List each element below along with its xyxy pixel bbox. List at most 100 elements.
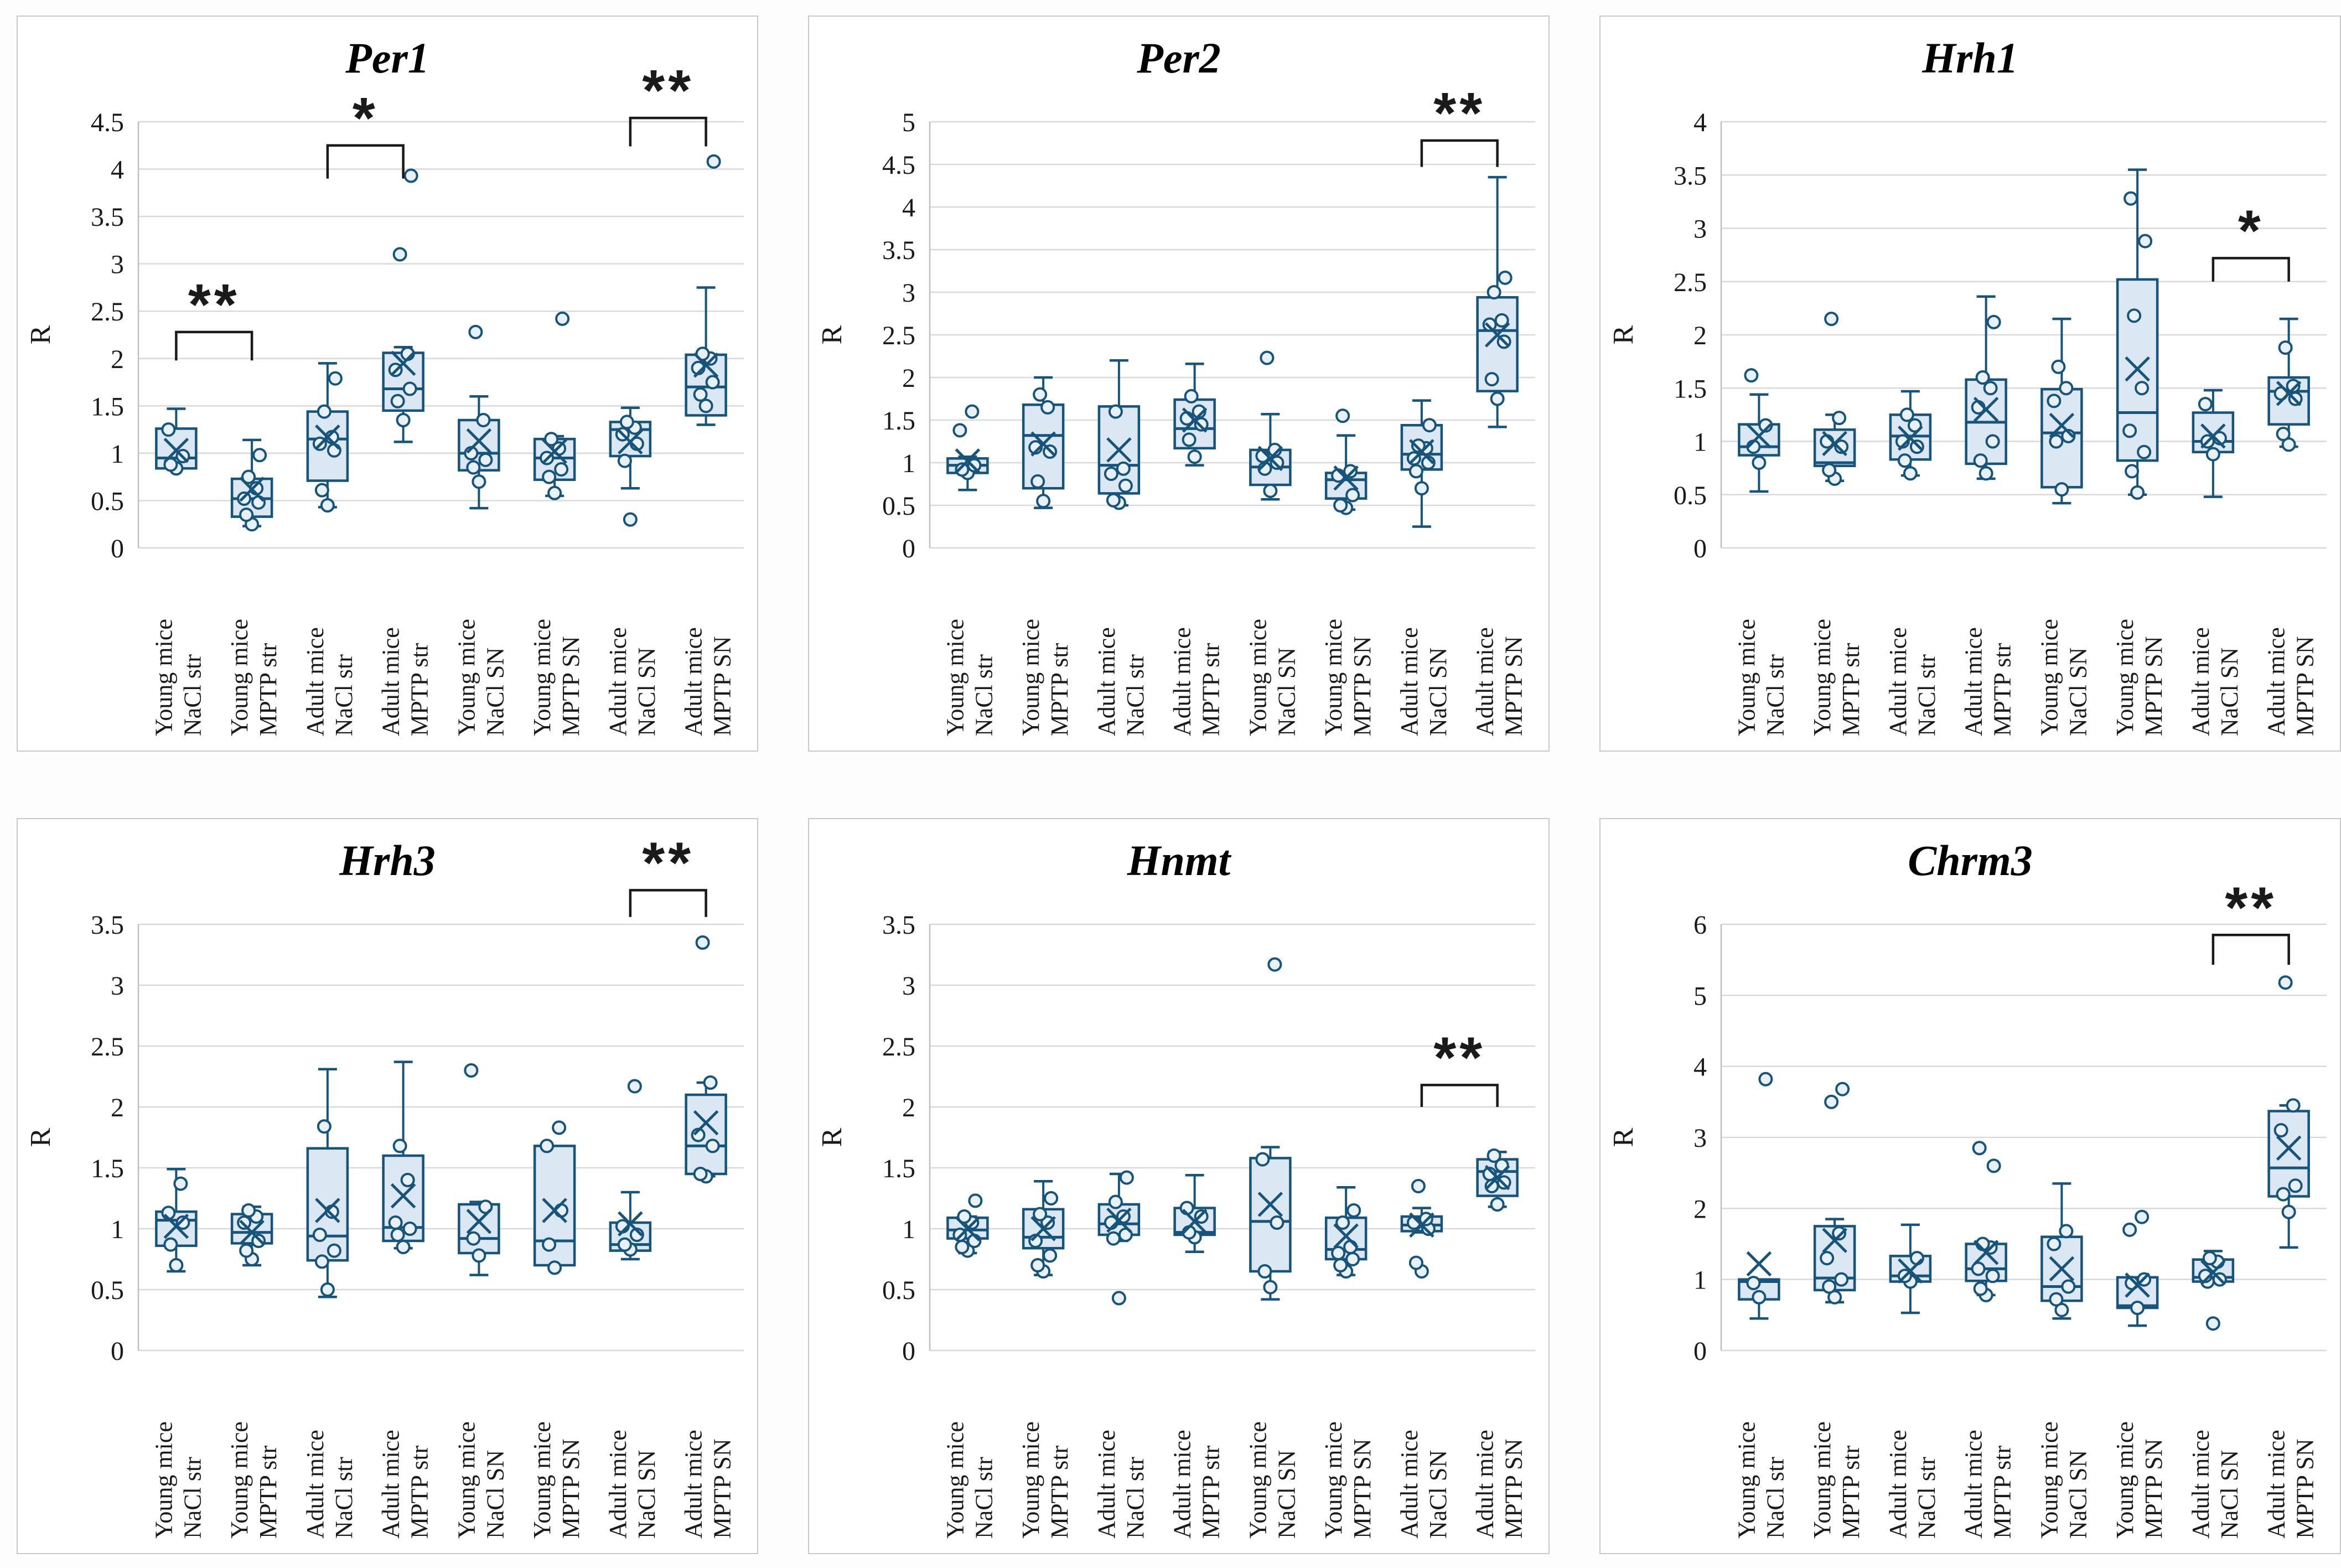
chart-title-per1: Per1 [345,34,429,82]
data-point [403,168,418,183]
category-label: Adult miceNaCl SN [604,627,660,736]
boxplot-group [1813,312,1856,486]
data-point [2122,423,2137,438]
data-point [1182,432,1197,447]
chart-panel-hnmt: Hnmt 0 0.5 1 1.5 2 2.5 3 3.5 R Young miceNaCl str… [808,818,1550,1554]
mean-marker [1030,1216,1056,1241]
data-point [2202,1251,2217,1266]
mean-marker [1898,425,1923,451]
category-label: Adult miceMPTP SN [680,627,736,736]
data-point [388,1215,403,1230]
category-label: Young miceMPTP SN [1320,1421,1376,1539]
mean-marker [1333,1223,1359,1249]
mean-marker [1182,1209,1208,1234]
y-tick-label: 3 [902,971,915,1001]
boxplot-group [1022,376,1065,509]
significance-bracket [1420,1084,1499,1107]
y-tick-label: 2 [1693,1194,1707,1224]
category-label: Young miceNaCl str [150,1421,206,1539]
chart-panel-hrh1: Hrh1 0 0.5 1 1.5 2 2.5 3 3.5 4 R Young miceNaCl st… [1599,15,2341,752]
mean-marker [315,425,340,450]
boxplot-group [306,1068,349,1298]
mean-marker [1746,1251,1772,1277]
mean-marker [1409,1212,1434,1238]
significance-bracket [629,116,707,147]
mean-marker [542,1198,567,1223]
data-point [2130,485,2145,500]
data-point [1104,467,1118,482]
boxplot-group [1173,1173,1216,1254]
data-point [390,1228,405,1242]
boxplot-group [1097,1170,1141,1306]
mean-marker [239,1219,265,1245]
y-axis-label: R [816,325,848,344]
y-tick-label: 1 [1693,428,1707,457]
chart-panel-per2: Per2 0 0.5 1 1.5 2 2.5 3 3.5 4 4.5 5 R Young miceNaC… [808,15,1550,752]
data-point [1040,400,1055,415]
y-tick-label: 2.5 [1674,268,1707,297]
data-point [1270,1215,1285,1230]
data-point [2047,1236,2062,1251]
data-point [540,1139,555,1153]
data-point [1746,1276,1761,1291]
data-point [547,485,562,500]
category-label: Adult miceNaCl str [1093,627,1149,736]
data-point [1255,1152,1270,1167]
category-label: Young miceNaCl str [941,1421,997,1539]
data-point [2286,1098,2301,1113]
boxplot-group [533,1120,576,1275]
boxplot-group [1173,363,1216,467]
boxplot-group [946,404,989,491]
y-tick-label: 3.5 [1674,161,1707,190]
data-point [314,1254,329,1269]
category-label: Adult miceMPTP str [1169,1430,1225,1539]
data-point [239,508,254,522]
category-label: Adult miceMPTP SN [1472,1430,1527,1539]
mean-marker [618,1211,643,1236]
boxplot-group [2192,1250,2235,1331]
data-point [472,1248,486,1263]
category-label: Young miceNaCl SN [1244,1421,1300,1539]
data-point [1033,387,1048,402]
y-tick-label: 2.5 [882,321,915,350]
y-tick-label: 0 [111,534,124,563]
category-label: Adult miceNaCl str [1884,627,1940,736]
category-label: Adult miceMPTP str [1960,1430,2016,1539]
y-tick-labels: 0 0.5 1 1.5 2 2.5 3 3.5 [91,910,124,1366]
category-label: Adult miceMPTP str [377,1430,433,1539]
data-point [1343,464,1358,479]
data-point [1973,453,1988,468]
significance-stars: * [353,86,379,151]
y-tick-labels: 0 0.5 1 1.5 2 2.5 3 3.5 [882,910,915,1366]
category-label: Young miceMPTP SN [529,619,584,736]
data-point [472,474,486,489]
y-tick-label: 3.5 [882,236,915,265]
y-tick-label: 1 [902,1215,915,1244]
data-point [392,247,407,262]
category-label: Adult miceMPTP SN [680,1430,736,1539]
boxplot-group [1400,1179,1443,1279]
y-tick-label: 2 [1693,321,1707,350]
data-point [314,483,329,498]
x-category-labels: Young miceNaCl str Young miceMPTP str Adul… [941,1421,1527,1539]
data-point [1106,493,1121,508]
boxplot-group [1738,368,1780,493]
y-tick-label: 1 [111,1215,124,1244]
boxplot-group [382,1060,424,1254]
data-point [478,452,493,467]
category-label: Adult miceNaCl SN [2187,1430,2243,1539]
data-point [2059,381,2074,396]
data-point [1897,453,1912,468]
y-tick-label: 3.5 [91,203,124,232]
data-point [327,1243,341,1258]
category-label: Young miceNaCl str [1733,1421,1789,1539]
data-point [1335,1215,1350,1230]
boxplot-group [1965,1141,2007,1302]
significance-stars: * [2238,198,2264,263]
y-tick-label: 1.5 [882,406,915,436]
category-label: Adult miceMPTP str [1960,627,2016,736]
data-point [400,1173,415,1187]
chart-panel-chrm3: Chrm3 0 1 2 3 4 5 6 R Young miceNaCl str Young mi… [1599,818,2341,1554]
boxplot-group [230,1203,273,1267]
